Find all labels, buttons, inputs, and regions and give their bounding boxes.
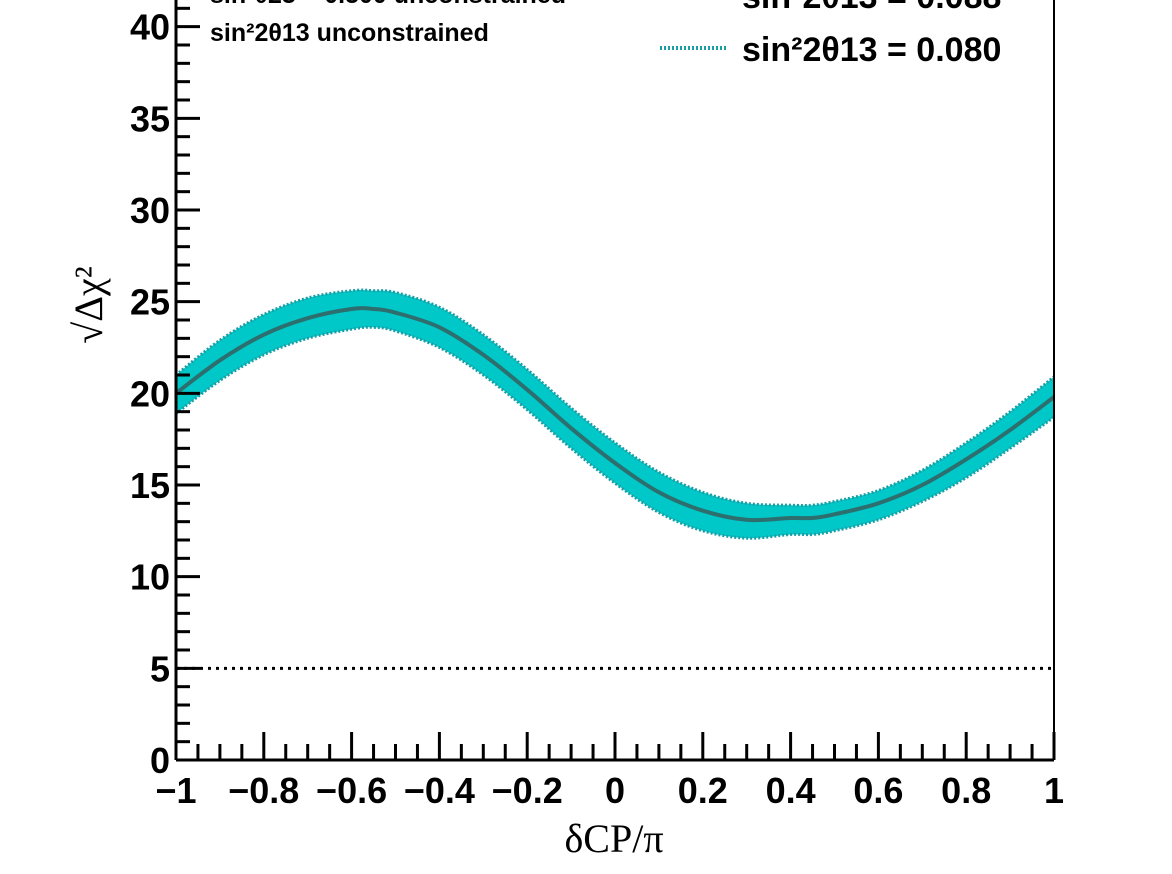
- y-tick-label: 35: [130, 98, 170, 139]
- annotation-theta13: sin²2θ13 unconstrained: [210, 19, 489, 47]
- x-axis-title: δCP/π: [564, 816, 663, 861]
- y-tick-label: 30: [130, 190, 170, 231]
- y-tick-label: 25: [130, 282, 170, 323]
- x-tick-label: 1: [1044, 770, 1064, 811]
- y-tick-label: 40: [130, 7, 170, 48]
- x-tick-label: 0.2: [678, 770, 728, 811]
- y-tick-label: 10: [130, 557, 170, 598]
- legend-label-0088: sin²2θ13 = 0.088: [742, 0, 1001, 16]
- series-line-central: [174, 306, 1056, 523]
- uncertainty-band: [176, 290, 1054, 539]
- x-tick-label: 0: [605, 770, 625, 811]
- y-tick-label: 15: [130, 465, 170, 506]
- x-tick-label: −0.2: [492, 770, 563, 811]
- y-tick-label: 0: [150, 740, 170, 781]
- band-layer: [174, 288, 1056, 540]
- y-tick-label: 5: [150, 648, 170, 689]
- x-tick-label: −0.4: [404, 770, 475, 811]
- y-tick-label: 20: [130, 373, 170, 414]
- y-axis-title: √Δχ²: [66, 266, 111, 343]
- x-tick-label: 0.4: [766, 770, 816, 811]
- plot-area: [176, 0, 1054, 760]
- legend-label-0080: sin²2θ13 = 0.080: [742, 31, 1001, 69]
- series-line-upper: [175, 288, 1055, 508]
- x-tick-label: −0.6: [316, 770, 387, 811]
- x-tick-label: −1: [155, 770, 196, 811]
- tick-layer: −1 −0.8 −0.6 −0.4 −0.2 0 0.2 0.4 0.6 0.8 105101520…: [130, 7, 1064, 811]
- x-tick-label: 0.6: [853, 770, 903, 811]
- x-tick-label: −0.8: [228, 770, 299, 811]
- annotation-theta23: sin²θ23 = 0.500 unconstrained: [210, 0, 566, 9]
- x-tick-label: 0.8: [941, 770, 991, 811]
